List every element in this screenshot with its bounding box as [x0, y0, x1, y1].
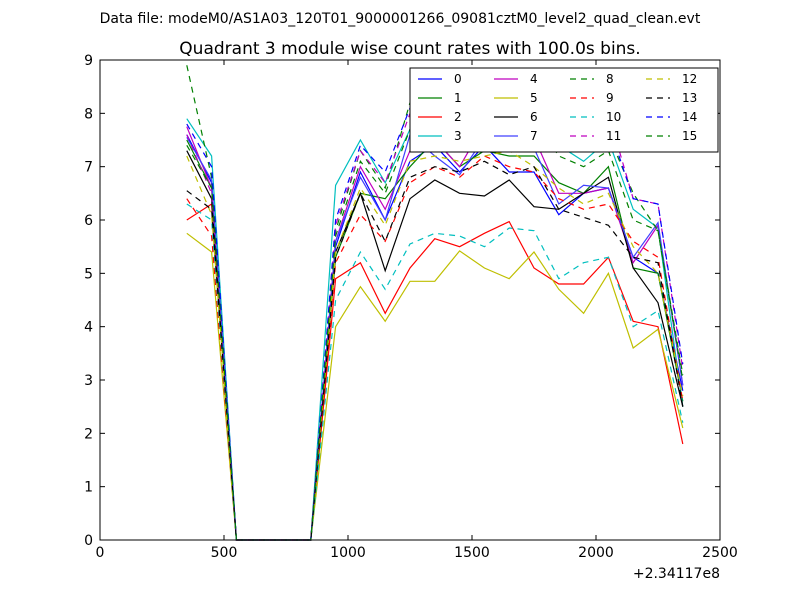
series-line-7 — [186, 128, 684, 541]
series-line-15 — [186, 107, 684, 541]
series-line-10 — [186, 203, 684, 541]
legend-label-1: 1 — [454, 91, 462, 105]
y-tick-label: 4 — [84, 320, 93, 336]
y-tick-label: 1 — [84, 480, 93, 496]
legend-label-5: 5 — [530, 91, 538, 105]
legend-label-3: 3 — [454, 129, 462, 143]
y-tick-label: 0 — [84, 533, 93, 549]
legend-label-12: 12 — [682, 72, 697, 86]
legend-label-9: 9 — [606, 91, 614, 105]
legend-label-13: 13 — [682, 91, 697, 105]
y-tick-label: 5 — [84, 266, 93, 282]
y-tick-label: 9 — [84, 53, 93, 69]
series-line-1 — [186, 139, 684, 541]
series-line-2 — [186, 202, 684, 541]
series-line-6 — [186, 150, 684, 541]
x-tick-label: 2500 — [702, 545, 738, 561]
legend-box — [409, 67, 719, 153]
plot-frame — [99, 59, 721, 541]
legend-label-14: 14 — [682, 110, 697, 124]
legend-label-6: 6 — [530, 110, 538, 124]
series-line-12 — [186, 150, 684, 541]
y-tick-label: 8 — [84, 106, 93, 122]
series-line-0 — [186, 134, 684, 541]
legend-label-8: 8 — [606, 72, 614, 86]
y-tick-label: 2 — [84, 426, 93, 442]
legend-label-11: 11 — [606, 129, 621, 143]
datafile-label: Data file: modeM0/AS1A03_120T01_90000012… — [100, 11, 701, 27]
series-line-4 — [186, 123, 684, 541]
y-tick-label: 7 — [84, 160, 93, 176]
x-tick-label: 1000 — [330, 545, 366, 561]
y-tick-label: 6 — [84, 213, 93, 229]
x-tick-label: 1500 — [454, 545, 490, 561]
x-tick-label: 0 — [96, 545, 105, 561]
legend-label-7: 7 — [530, 129, 538, 143]
legend-label-4: 4 — [530, 72, 538, 86]
series-line-13 — [186, 160, 684, 541]
x-offset-label: +2.34117e8 — [633, 566, 720, 582]
chart-title: Quadrant 3 module wise count rates with … — [179, 39, 640, 59]
legend-label-10: 10 — [606, 110, 621, 124]
series-line-5 — [186, 232, 684, 541]
legend-label-0: 0 — [454, 72, 462, 86]
series-line-9 — [186, 155, 684, 541]
x-tick-label: 500 — [211, 545, 238, 561]
legend-label-2: 2 — [454, 110, 462, 124]
legend-label-15: 15 — [682, 129, 697, 143]
x-tick-label: 2000 — [578, 545, 614, 561]
y-tick-label: 3 — [84, 373, 93, 389]
